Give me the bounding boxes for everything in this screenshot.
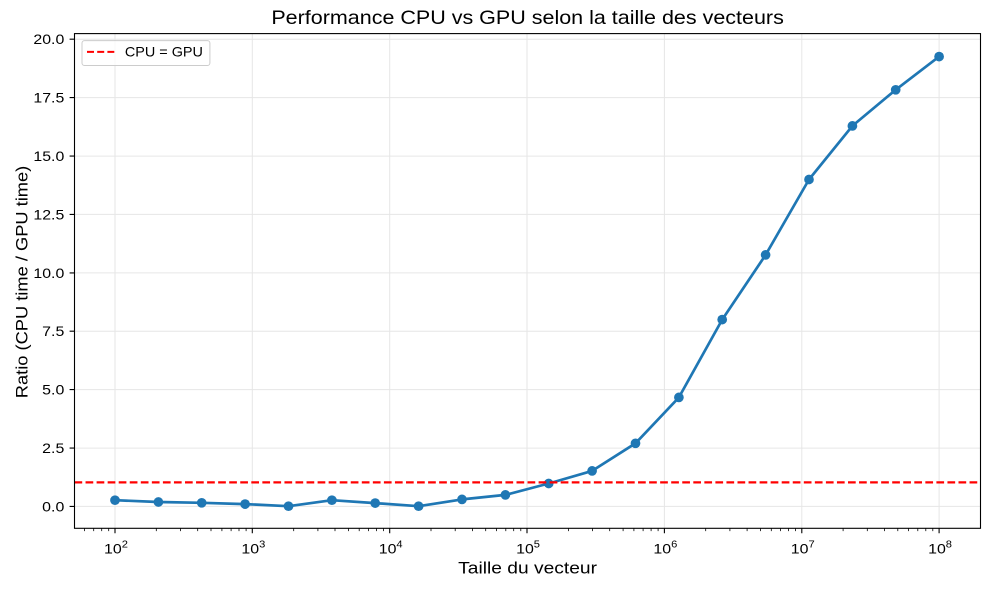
svg-text:2.5: 2.5 (42, 440, 64, 456)
svg-text:15.0: 15.0 (33, 148, 64, 164)
svg-text:6: 6 (671, 540, 678, 551)
svg-text:5: 5 (534, 540, 541, 551)
svg-text:Performance CPU vs GPU selon l: Performance CPU vs GPU selon la taille d… (271, 7, 784, 29)
svg-text:17.5: 17.5 (33, 90, 64, 106)
svg-text:10: 10 (104, 540, 122, 556)
svg-text:10: 10 (241, 540, 259, 556)
svg-text:8: 8 (946, 540, 953, 551)
svg-text:10: 10 (791, 540, 809, 556)
svg-text:Taille du vecteur: Taille du vecteur (458, 558, 597, 577)
svg-text:10.0: 10.0 (33, 265, 64, 281)
svg-text:CPU = GPU: CPU = GPU (125, 44, 203, 60)
svg-text:12.5: 12.5 (33, 206, 64, 222)
svg-text:10: 10 (928, 540, 946, 556)
svg-text:20.0: 20.0 (33, 31, 64, 47)
svg-text:10: 10 (379, 540, 397, 556)
svg-text:0.0: 0.0 (42, 498, 64, 514)
svg-text:7.5: 7.5 (42, 323, 64, 339)
svg-text:2: 2 (122, 540, 128, 551)
svg-text:7: 7 (809, 540, 815, 551)
svg-text:3: 3 (259, 540, 266, 551)
svg-text:4: 4 (396, 540, 403, 551)
svg-text:Ratio (CPU time / GPU time): Ratio (CPU time / GPU time) (12, 166, 31, 399)
svg-text:5.0: 5.0 (42, 382, 64, 398)
svg-text:10: 10 (653, 540, 671, 556)
svg-text:10: 10 (516, 540, 534, 556)
